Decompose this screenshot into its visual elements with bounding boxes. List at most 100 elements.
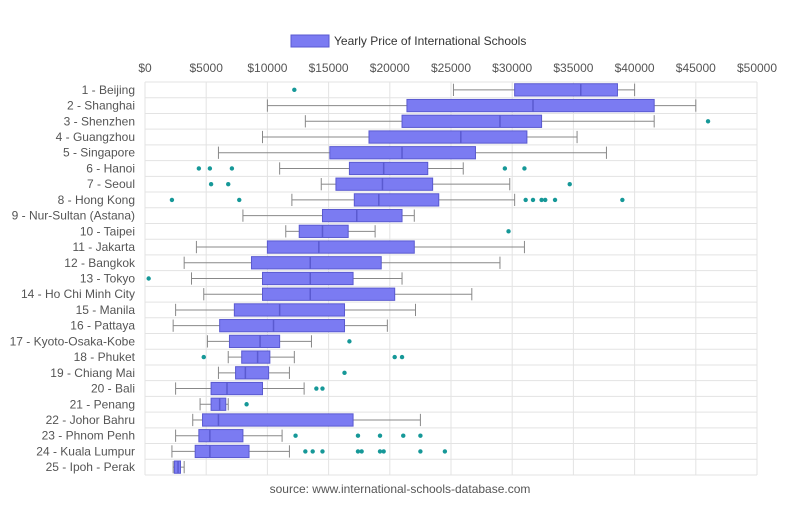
outlier-point bbox=[506, 229, 511, 234]
outlier-point bbox=[377, 433, 383, 438]
x-tick-label: $10000 bbox=[247, 61, 287, 75]
box-14 bbox=[203, 287, 473, 301]
outlier-point bbox=[146, 276, 151, 281]
box-iqr bbox=[241, 350, 271, 364]
legend[interactable]: Yearly Price of International Schools bbox=[290, 34, 526, 48]
outlier-point bbox=[355, 449, 361, 454]
category-label: 18 - Phuket bbox=[74, 350, 136, 364]
outlier-point bbox=[381, 449, 386, 454]
box-4 bbox=[262, 130, 578, 144]
outlier-point bbox=[314, 386, 319, 391]
category-label: 8 - Hong Kong bbox=[58, 193, 135, 207]
outlier-point bbox=[530, 197, 536, 203]
outlier-point bbox=[303, 449, 308, 454]
box-iqr bbox=[514, 83, 618, 97]
outlier-point bbox=[418, 433, 423, 438]
box-iqr bbox=[335, 177, 434, 191]
category-label: 3 - Shenzhen bbox=[64, 114, 135, 128]
outlier-point bbox=[392, 354, 397, 360]
legend-label: Yearly Price of International Schools bbox=[334, 34, 526, 48]
outlier-point bbox=[355, 433, 361, 438]
box-20 bbox=[175, 381, 325, 396]
outlier-point bbox=[620, 197, 625, 203]
box-iqr bbox=[233, 303, 346, 317]
category-label: 6 - Hanoi bbox=[86, 161, 135, 175]
outlier-point bbox=[196, 166, 202, 171]
outlier-point bbox=[320, 449, 325, 454]
category-label: 22 - Johor Bahru bbox=[46, 413, 135, 427]
x-tick-label: $20000 bbox=[370, 61, 410, 75]
x-tick-label: $0 bbox=[138, 61, 152, 75]
category-label: 4 - Guangzhou bbox=[56, 130, 135, 144]
box-16 bbox=[172, 319, 388, 333]
box-5 bbox=[217, 146, 607, 160]
outlier-point bbox=[207, 166, 213, 171]
box-iqr bbox=[353, 193, 440, 207]
box-1 bbox=[292, 83, 636, 97]
legend-swatch bbox=[290, 34, 330, 48]
outlier-point bbox=[208, 181, 214, 187]
box-22 bbox=[192, 413, 421, 427]
category-label: 24 - Kuala Lumpur bbox=[36, 444, 135, 458]
category-label: 21 - Penang bbox=[70, 397, 135, 411]
outlier-point bbox=[320, 386, 325, 391]
box-iqr bbox=[235, 366, 270, 380]
outlier-point bbox=[310, 449, 315, 454]
x-axis-ticks: $0 $5000 $10000 $15000 $20000 $25000 $30000 $35… bbox=[138, 61, 777, 75]
box-17 bbox=[206, 334, 352, 349]
box-15 bbox=[175, 303, 417, 317]
box-iqr bbox=[266, 240, 415, 254]
outlier-point bbox=[237, 197, 242, 203]
category-label: 5 - Singapore bbox=[63, 146, 135, 160]
box-iqr bbox=[198, 429, 244, 443]
category-label: 17 - Kyoto-Osaka-Kobe bbox=[10, 334, 136, 348]
box-iqr bbox=[262, 271, 354, 286]
category-label: 10 - Taipei bbox=[80, 224, 135, 238]
outlier-point bbox=[293, 433, 298, 438]
box-2 bbox=[266, 98, 697, 113]
outlier-point bbox=[523, 197, 528, 203]
box-9 bbox=[242, 208, 415, 223]
box-10 bbox=[285, 224, 511, 238]
x-tick-label: $35000 bbox=[553, 61, 593, 75]
category-label: 19 - Chiang Mai bbox=[50, 366, 135, 380]
box-23 bbox=[175, 429, 423, 443]
box-iqr bbox=[210, 381, 264, 396]
category-label: 2 - Shanghai bbox=[67, 99, 135, 113]
outlier-point bbox=[502, 166, 508, 171]
box-iqr bbox=[406, 98, 655, 113]
category-label: 7 - Seoul bbox=[87, 177, 135, 191]
box-7 bbox=[208, 177, 572, 191]
x-tick-label: $45000 bbox=[676, 61, 716, 75]
x-tick-label: $5000 bbox=[190, 61, 224, 75]
source-note: source: www.international-schools-databa… bbox=[270, 482, 531, 496]
outlier-point bbox=[567, 181, 572, 187]
boxes bbox=[146, 83, 711, 474]
outlier-point bbox=[226, 181, 231, 187]
category-label: 1 - Beijing bbox=[82, 83, 135, 97]
outlier-point bbox=[543, 197, 548, 203]
box-iqr bbox=[348, 161, 429, 176]
x-tick-label: $25000 bbox=[431, 61, 471, 75]
outlier-point bbox=[244, 402, 249, 407]
outlier-point bbox=[169, 197, 175, 203]
box-iqr bbox=[210, 397, 227, 411]
category-label: 12 - Bangkok bbox=[64, 256, 136, 270]
box-iqr bbox=[298, 224, 349, 238]
box-iqr bbox=[262, 287, 396, 301]
box-iqr bbox=[219, 319, 346, 333]
x-tick-label: $30000 bbox=[492, 61, 532, 75]
box-25 bbox=[172, 460, 185, 474]
outlier-point bbox=[705, 119, 711, 124]
category-label: 15 - Manila bbox=[76, 303, 136, 317]
outlier-point bbox=[522, 166, 527, 171]
category-label: 13 - Tokyo bbox=[80, 272, 135, 286]
box-iqr bbox=[368, 130, 528, 144]
box-24 bbox=[171, 444, 448, 459]
outlier-point bbox=[342, 370, 347, 376]
category-label: 23 - Phnom Penh bbox=[42, 429, 135, 443]
box-11 bbox=[195, 240, 525, 254]
outlier-point bbox=[442, 449, 448, 454]
box-8 bbox=[169, 193, 625, 207]
